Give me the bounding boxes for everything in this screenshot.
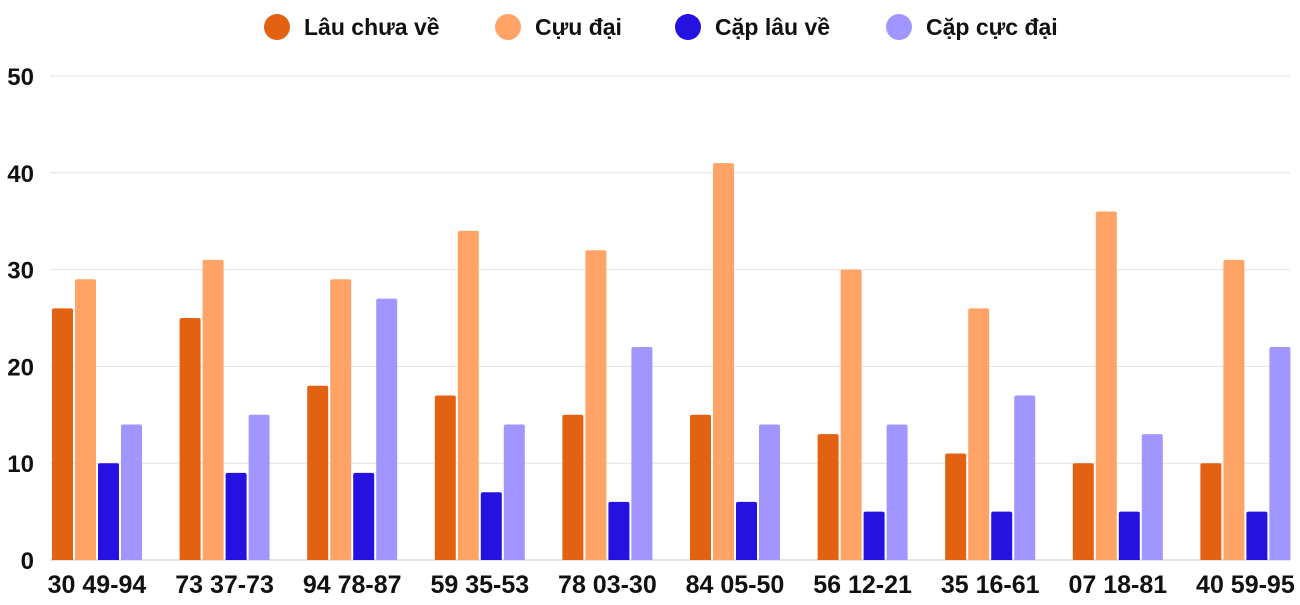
bar	[991, 511, 1013, 560]
bar	[713, 163, 734, 560]
bar	[179, 318, 201, 560]
x-tick-label: 35 16-61	[941, 571, 1040, 599]
bar	[248, 414, 270, 560]
bar	[817, 434, 839, 560]
bar	[307, 385, 329, 560]
bar	[631, 347, 653, 560]
legend-marker-icon	[264, 14, 290, 40]
y-axis: 0 10 20 30 40 50	[7, 64, 34, 575]
legend-marker-icon	[495, 14, 521, 40]
y-tick-label: 50	[7, 64, 34, 91]
bar	[330, 279, 352, 560]
x-tick-label: 30 49-94	[48, 571, 147, 599]
bar	[608, 501, 630, 560]
legend-item: Lâu chưa về	[264, 14, 440, 40]
bar	[1095, 211, 1117, 560]
x-tick-label: 59 35-53	[430, 571, 529, 599]
bar	[353, 472, 375, 560]
legend-label: Lâu chưa về	[304, 14, 440, 40]
x-tick-label: 40 59-95	[1196, 571, 1295, 599]
bar	[1118, 511, 1140, 560]
bar	[503, 424, 525, 560]
y-tick-label: 10	[7, 451, 34, 478]
bar	[202, 259, 224, 560]
y-tick-label: 30	[7, 258, 34, 285]
bar	[376, 298, 398, 560]
x-tick-label: 56 12-21	[813, 571, 912, 599]
bar	[480, 492, 502, 560]
bar	[75, 279, 96, 560]
bar	[1200, 463, 1222, 560]
y-tick-label: 40	[7, 161, 34, 188]
legend-label: Cựu đại	[535, 14, 622, 40]
x-tick-label: 73 37-73	[175, 571, 274, 599]
bar	[840, 269, 862, 560]
bar	[1141, 434, 1163, 560]
legend-label: Cặp cực đại	[926, 14, 1058, 40]
bar	[52, 308, 73, 560]
bar	[585, 250, 607, 561]
legend-item: Cựu đại	[495, 14, 622, 40]
legend-label: Cặp lâu về	[715, 14, 830, 40]
bar	[736, 501, 757, 560]
legend-marker-icon	[675, 14, 701, 40]
bar	[690, 414, 711, 560]
legend-marker-icon	[886, 14, 912, 40]
bar	[968, 308, 990, 560]
bar	[225, 472, 247, 560]
legend: Lâu chưa về Cựu đại Cặp lâu về Cặp cực đại	[264, 14, 1058, 40]
bar	[863, 511, 885, 560]
bar	[1014, 395, 1036, 560]
legend-item: Cặp cực đại	[886, 14, 1058, 40]
bar	[886, 424, 908, 560]
x-tick-label: 94 78-87	[303, 571, 402, 599]
y-tick-label: 0	[21, 548, 34, 575]
bar	[121, 424, 142, 560]
x-axis: 30 49-94 73 37-73 94 78-87 59 35-53 78 03-30…	[48, 571, 1295, 599]
bar	[1269, 347, 1291, 560]
bar	[434, 395, 456, 560]
bar	[98, 463, 119, 560]
bar	[562, 414, 584, 560]
x-tick-label: 07 18-81	[1068, 571, 1167, 599]
legend-item: Cặp lâu về	[675, 14, 830, 40]
y-tick-label: 20	[7, 354, 34, 381]
bar	[759, 424, 780, 560]
bar	[1223, 259, 1245, 560]
x-tick-label: 78 03-30	[558, 571, 657, 599]
x-tick-label: 84 05-50	[686, 571, 785, 599]
bar	[1072, 463, 1094, 560]
bar	[945, 453, 967, 560]
bars	[52, 163, 1291, 561]
bar	[457, 230, 479, 560]
bar	[1246, 511, 1268, 560]
